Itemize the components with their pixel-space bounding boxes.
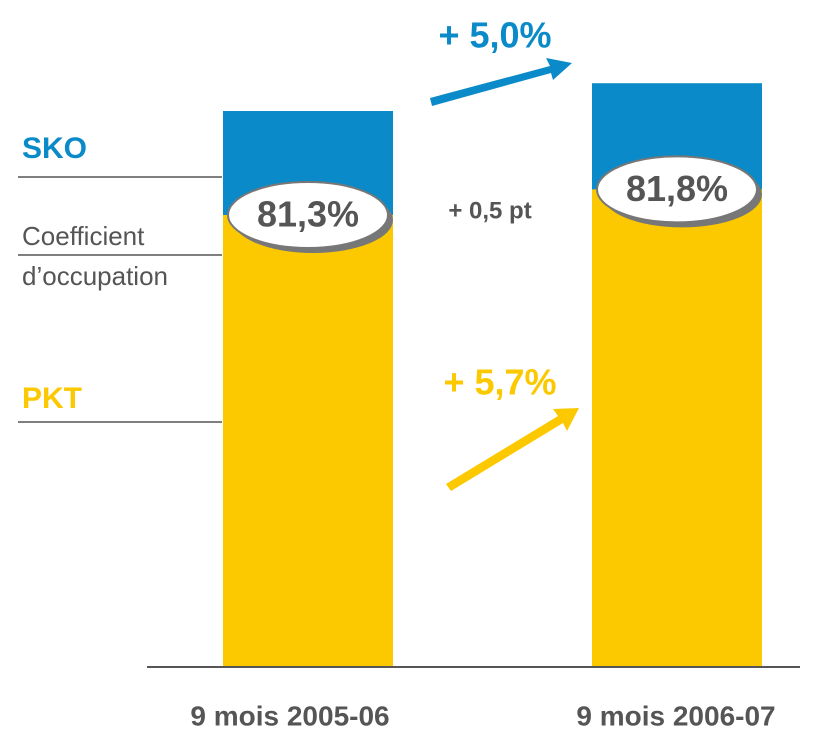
legend-pkt: PKT	[22, 382, 82, 415]
arrow	[446, 408, 579, 491]
bar	[223, 214, 393, 668]
arrow	[430, 58, 572, 106]
annotation: + 5,0%	[438, 15, 551, 56]
legend-load-factor: d’occupation	[22, 261, 168, 291]
legend-load-factor: Coefficient	[22, 221, 145, 251]
annotation: + 0,5 pt	[448, 197, 531, 224]
legend-sko: SKO	[22, 132, 87, 165]
bar	[592, 189, 762, 667]
label-bubble	[227, 180, 389, 249]
x-tick-label: 9 mois 2005-06	[190, 700, 389, 731]
data-label: 81,3%	[257, 193, 359, 234]
data-label: 81,8%	[626, 168, 728, 209]
label-bubble	[596, 155, 758, 224]
annotation: + 5,7%	[443, 362, 556, 403]
x-tick-label: 9 mois 2006-07	[576, 700, 775, 731]
